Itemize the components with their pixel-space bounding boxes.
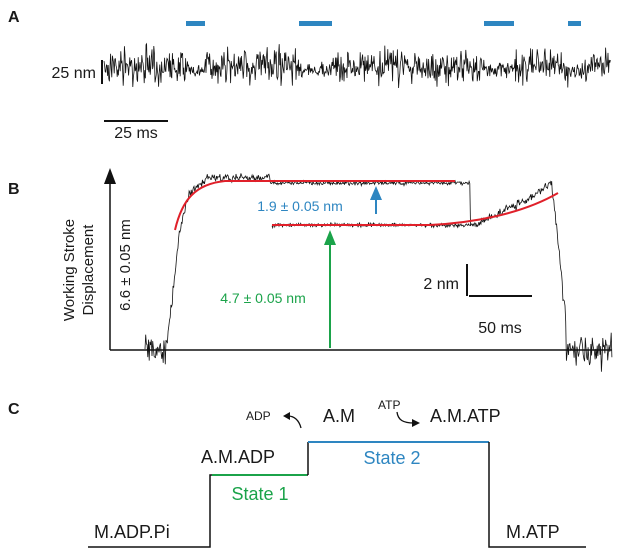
atp-label: ATP	[378, 398, 400, 412]
event-marker-2	[299, 21, 332, 26]
blue-arrow-icon	[370, 186, 382, 200]
displacement-trace-a	[103, 42, 611, 89]
state-am-adp: A.M.ADP	[201, 447, 275, 467]
event-marker-4	[568, 21, 581, 26]
atp-binding-arrow	[396, 411, 415, 424]
staircase-right	[488, 442, 586, 548]
scale-label-y-a: 25 nm	[52, 65, 96, 82]
y-axis-value: 6.6 ± 0.05 nm	[117, 219, 134, 311]
y-axis-arrow-icon	[104, 168, 116, 184]
averaged-trace-b	[144, 173, 613, 372]
panel-c-label: C	[8, 401, 20, 418]
fit-curve-upper	[174, 180, 455, 231]
blue-annotation: 1.9 ± 0.05 nm	[257, 198, 343, 214]
state-am: A.M	[323, 406, 355, 426]
panel-b-label: B	[8, 181, 20, 198]
scale-label-y-b: 2 nm	[423, 276, 459, 293]
event-marker-3	[484, 21, 514, 26]
green-annotation: 4.7 ± 0.05 nm	[220, 290, 306, 306]
adp-label: ADP	[246, 409, 271, 423]
adp-release-arrow-icon	[283, 412, 290, 420]
scale-label-x-a: 25 ms	[114, 125, 158, 142]
state-am-atp: A.M.ATP	[430, 406, 501, 426]
scale-label-x-b: 50 ms	[478, 320, 522, 337]
event-marker-1	[186, 21, 205, 26]
y-axis-title-line2: Displacement	[80, 224, 97, 316]
green-arrow-icon	[324, 230, 336, 245]
state-m-atp: M.ATP	[506, 522, 560, 542]
state2-label: State 2	[363, 448, 420, 468]
fit-curve-lower	[272, 192, 559, 226]
panel-a-label: A	[8, 9, 20, 26]
y-axis-title-line1: Working Stroke	[61, 219, 78, 321]
state-m-adp-pi: M.ADP.Pi	[94, 522, 170, 542]
atp-binding-arrow-icon	[412, 419, 420, 427]
state1-label: State 1	[231, 484, 288, 504]
